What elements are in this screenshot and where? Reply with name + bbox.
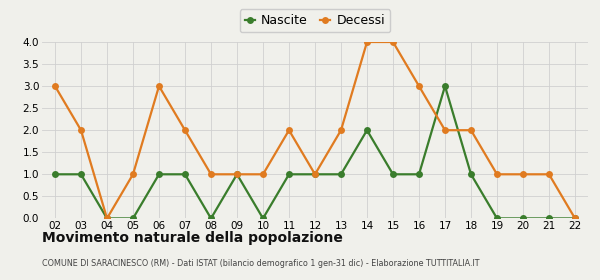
Decessi xyxy=(259,172,266,176)
Decessi xyxy=(52,85,59,88)
Nascite xyxy=(545,217,553,220)
Line: Nascite: Nascite xyxy=(52,83,578,222)
Decessi xyxy=(208,172,215,176)
Decessi xyxy=(545,172,553,176)
Nascite xyxy=(389,172,397,176)
Decessi xyxy=(467,129,475,132)
Legend: Nascite, Decessi: Nascite, Decessi xyxy=(240,10,390,32)
Decessi xyxy=(571,217,578,220)
Nascite xyxy=(208,217,215,220)
Decessi xyxy=(389,40,397,44)
Nascite xyxy=(442,85,449,88)
Decessi xyxy=(364,40,371,44)
Nascite xyxy=(286,172,293,176)
Decessi xyxy=(130,172,137,176)
Decessi xyxy=(415,85,422,88)
Decessi xyxy=(520,172,527,176)
Nascite xyxy=(337,172,344,176)
Nascite xyxy=(571,217,578,220)
Nascite xyxy=(77,172,85,176)
Decessi xyxy=(493,172,500,176)
Decessi xyxy=(233,172,241,176)
Nascite xyxy=(233,172,241,176)
Nascite xyxy=(103,217,110,220)
Nascite xyxy=(155,172,163,176)
Text: Movimento naturale della popolazione: Movimento naturale della popolazione xyxy=(42,231,343,245)
Nascite xyxy=(181,172,188,176)
Text: COMUNE DI SARACINESCO (RM) - Dati ISTAT (bilancio demografico 1 gen-31 dic) - El: COMUNE DI SARACINESCO (RM) - Dati ISTAT … xyxy=(42,259,479,268)
Nascite xyxy=(259,217,266,220)
Nascite xyxy=(52,172,59,176)
Decessi xyxy=(442,129,449,132)
Decessi xyxy=(181,129,188,132)
Nascite xyxy=(311,172,319,176)
Decessi xyxy=(155,85,163,88)
Line: Decessi: Decessi xyxy=(52,39,578,222)
Decessi xyxy=(286,129,293,132)
Nascite xyxy=(467,172,475,176)
Decessi xyxy=(337,129,344,132)
Nascite xyxy=(493,217,500,220)
Decessi xyxy=(103,217,110,220)
Decessi xyxy=(311,172,319,176)
Nascite xyxy=(520,217,527,220)
Decessi xyxy=(77,129,85,132)
Nascite xyxy=(130,217,137,220)
Nascite xyxy=(415,172,422,176)
Nascite xyxy=(364,129,371,132)
